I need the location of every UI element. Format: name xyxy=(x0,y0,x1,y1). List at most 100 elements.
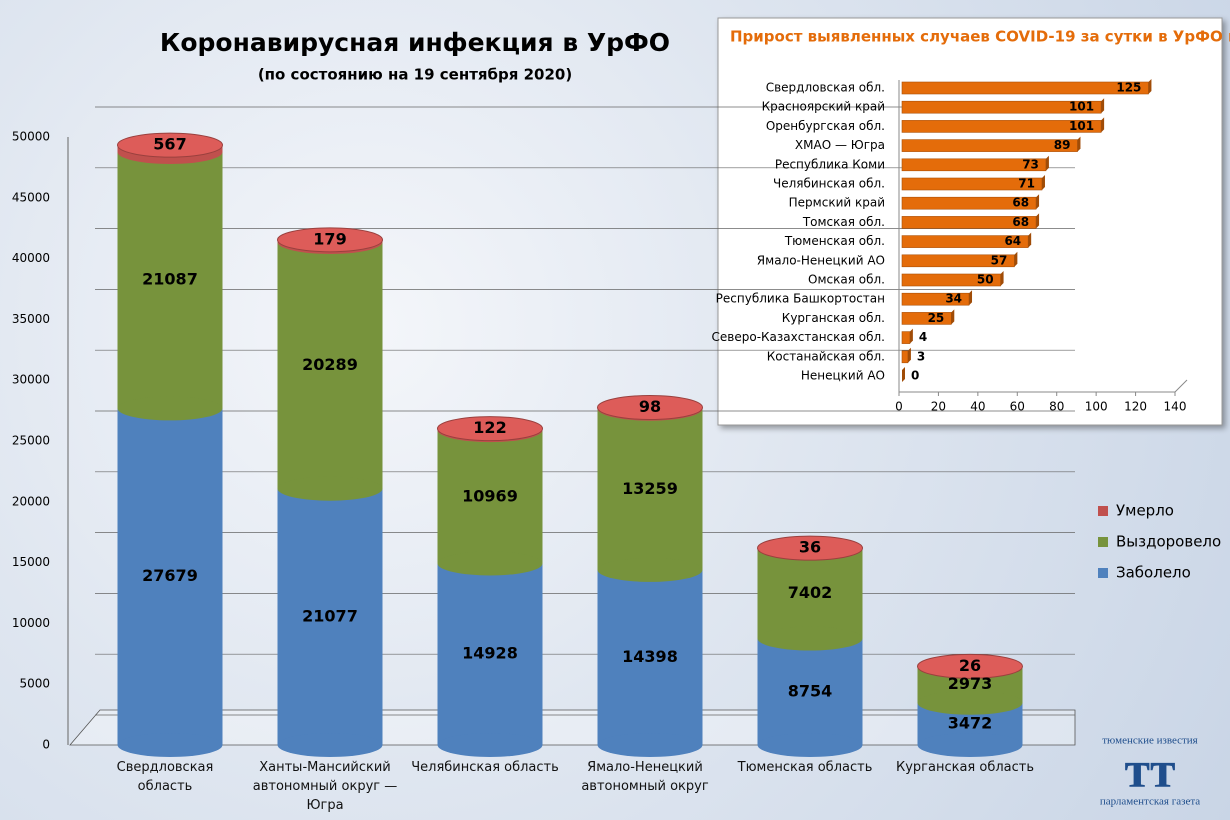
value-label: 25 xyxy=(928,311,945,325)
value-label: 8754 xyxy=(788,681,833,700)
value-label: 73 xyxy=(1022,157,1039,171)
chart-subtitle: (по состоянию на 19 сентября 2020) xyxy=(258,66,572,84)
legend-swatch xyxy=(1098,506,1108,516)
y-tick-label: Республика Коми xyxy=(775,157,885,171)
legend-label: Умерло xyxy=(1116,502,1174,520)
y-tick-label: Тюменская обл. xyxy=(784,234,885,248)
value-label: 122 xyxy=(473,418,506,437)
value-label: 21087 xyxy=(142,270,198,289)
cylinder-edge xyxy=(117,733,223,757)
bar-side xyxy=(951,309,955,325)
cylinder-cap xyxy=(757,535,863,561)
value-label: 567 xyxy=(153,135,186,154)
bar-side xyxy=(909,328,913,344)
cylinder-edge xyxy=(597,733,703,757)
bar-side xyxy=(1045,155,1049,171)
bar xyxy=(901,350,909,364)
x-tick-label: 140 xyxy=(1164,400,1187,414)
cylinder-edge xyxy=(277,733,383,757)
bar-side xyxy=(1101,117,1105,133)
cylinder-segment xyxy=(437,563,543,745)
cylinder-edge xyxy=(437,551,543,576)
cylinder-cap xyxy=(917,653,1023,679)
y-tick-label: Северо-Казахстанская обл. xyxy=(712,330,885,344)
value-label: 14398 xyxy=(622,647,678,666)
y-tick-label: Курганская обл. xyxy=(782,311,885,325)
y-tick-label: Челябинская обл. xyxy=(773,177,885,191)
x-tick-label: Тюменская область xyxy=(737,760,873,775)
cylinder-cap xyxy=(597,394,703,420)
y-tick-label: Красноярский край xyxy=(762,100,885,114)
x-tick-label: Свердловская область xyxy=(116,760,214,794)
x-tick-label: 80 xyxy=(1049,400,1064,414)
x-tick-label: 120 xyxy=(1124,400,1147,414)
bar-side xyxy=(1028,232,1032,248)
bar-side xyxy=(902,367,905,382)
value-label: 179 xyxy=(313,229,346,248)
bar-side xyxy=(1041,175,1045,190)
bar-side xyxy=(1101,98,1105,114)
legend-label: Заболело xyxy=(1116,564,1191,582)
logo-bottom: парламентская газета xyxy=(1100,796,1200,808)
cylinder-edge xyxy=(597,557,703,582)
bar-side xyxy=(1148,79,1152,94)
x-tick-label: 0 xyxy=(895,400,903,414)
cylinder-edge xyxy=(117,396,223,421)
logo: тюменские известия тт парламентская газе… xyxy=(1100,735,1200,808)
cylinder-segment xyxy=(757,638,863,745)
chart-title: Коронавирусная инфекция в УрФО xyxy=(160,28,670,57)
value-label: 13259 xyxy=(622,479,678,498)
cylinder-edge xyxy=(277,476,383,501)
y-tick-label: Ямало-Ненецкий АО xyxy=(757,253,885,267)
value-label: 21077 xyxy=(302,606,358,625)
y-tick-label: 5000 xyxy=(19,677,50,691)
cylinder-segment xyxy=(437,430,543,564)
x-tick-label: Челябинская область xyxy=(411,760,559,775)
cylinder-edge xyxy=(757,733,863,757)
y-tick-label: Пермский край xyxy=(789,196,885,210)
cylinder-segment xyxy=(117,408,223,745)
value-label: 0 xyxy=(911,369,919,383)
x-tick-label: 40 xyxy=(970,400,985,414)
bar xyxy=(901,139,1078,152)
cylinder-cap xyxy=(437,416,543,442)
y-tick-label: Томская обл. xyxy=(802,215,885,229)
value-label: 98 xyxy=(639,397,661,416)
y-tick-label: 40000 xyxy=(12,251,50,265)
bar-side xyxy=(1036,194,1040,210)
value-label: 125 xyxy=(1116,81,1141,95)
y-tick-label: Оренбургская обл. xyxy=(766,119,885,133)
cylinder-cap xyxy=(117,132,223,158)
value-label: 64 xyxy=(1004,234,1021,248)
y-tick-label: 15000 xyxy=(12,555,50,569)
cylinder-segment xyxy=(757,548,863,639)
y-tick-label: 0 xyxy=(42,738,50,752)
legend-swatch xyxy=(1098,537,1108,547)
y-tick-label: 50000 xyxy=(12,130,50,144)
bar-side xyxy=(1077,136,1081,152)
value-label: 34 xyxy=(945,292,962,306)
value-label: 89 xyxy=(1054,138,1071,152)
y-tick-label: Костанайская обл. xyxy=(767,349,885,363)
value-label: 101 xyxy=(1069,100,1094,114)
legend-swatch xyxy=(1098,568,1108,578)
cylinder-edge xyxy=(917,690,1023,715)
x-tick-label: 20 xyxy=(931,400,946,414)
logo-mark: тт xyxy=(1124,742,1175,799)
value-label: 57 xyxy=(991,253,1008,267)
legend-label: Выздоровело xyxy=(1116,533,1221,551)
value-label: 20289 xyxy=(302,355,358,374)
value-label: 2973 xyxy=(948,674,993,693)
value-label: 14928 xyxy=(462,644,518,663)
cylinder-segment xyxy=(277,241,383,489)
bar-side xyxy=(907,347,911,363)
value-label: 7402 xyxy=(788,583,833,602)
cylinder-edge xyxy=(917,733,1023,757)
value-label: 36 xyxy=(799,538,821,557)
bar xyxy=(901,331,911,344)
y-tick-label: 20000 xyxy=(12,494,50,508)
value-label: 68 xyxy=(1012,215,1029,229)
cylinder-segment xyxy=(597,569,703,745)
